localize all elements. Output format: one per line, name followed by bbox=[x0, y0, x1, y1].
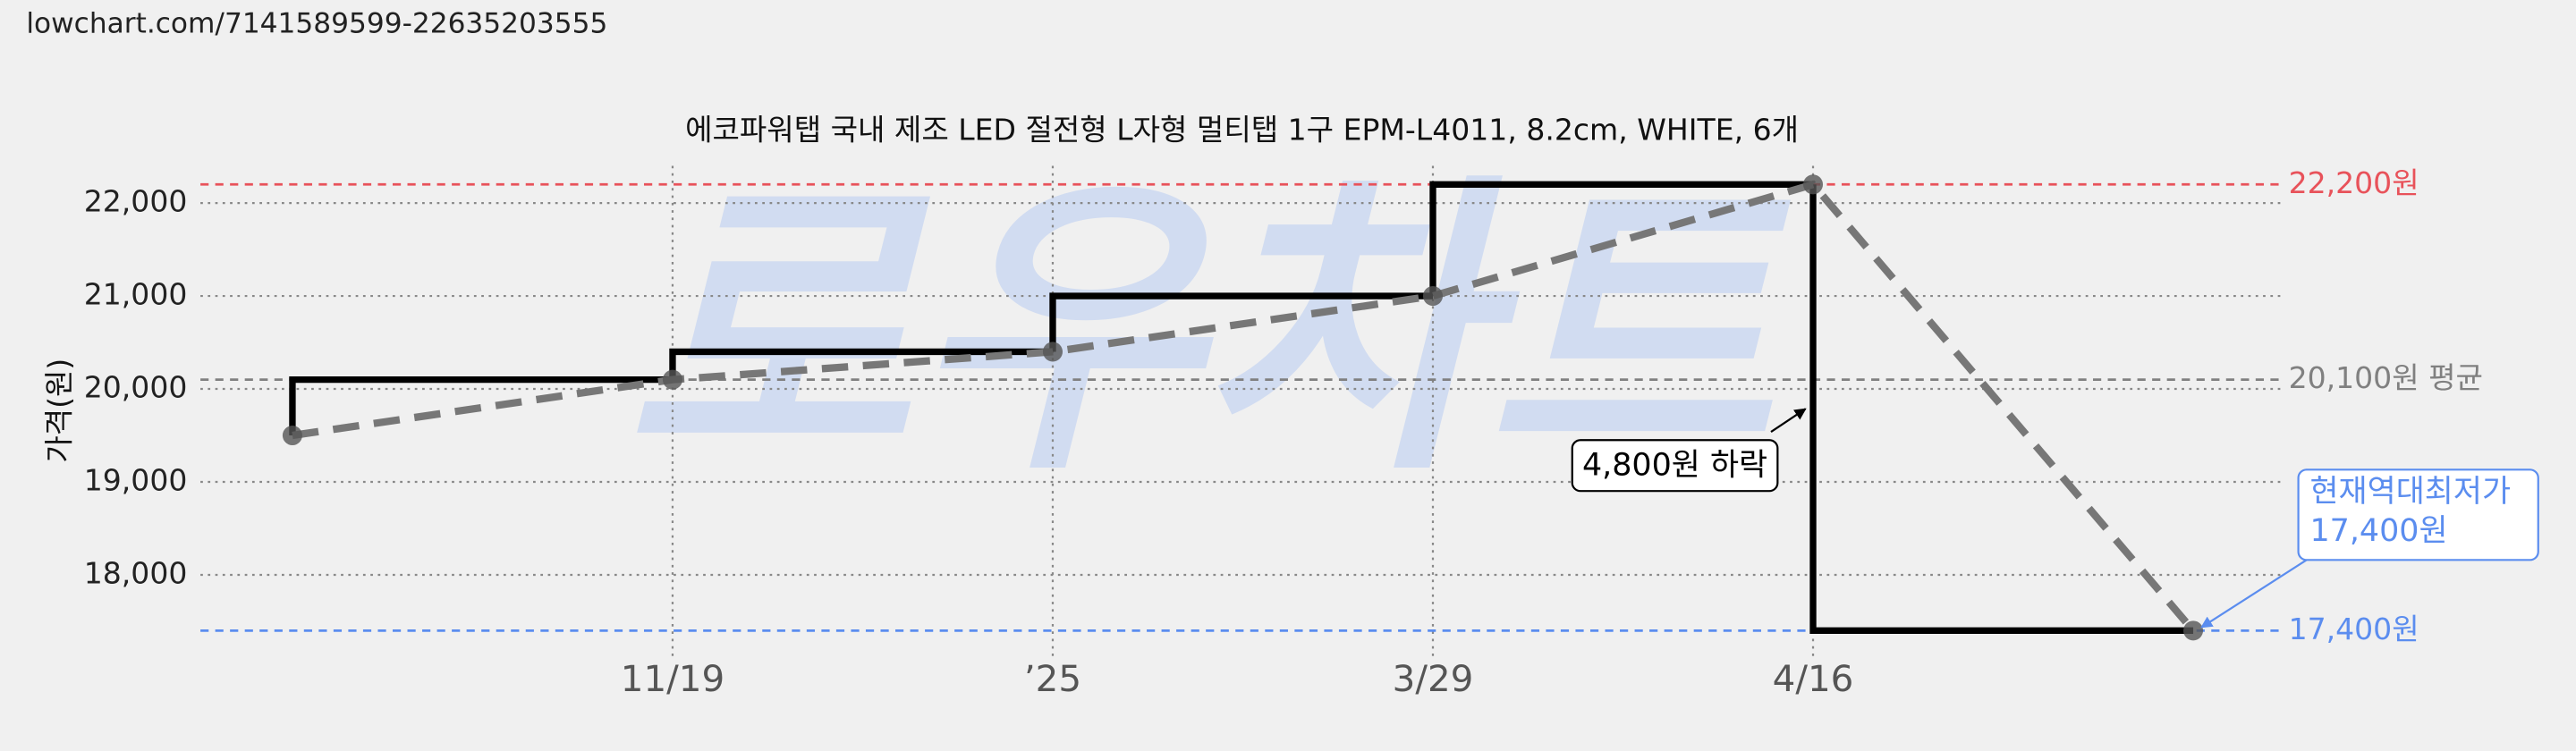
annotation-text: 4,800원 하락 bbox=[1582, 448, 1767, 484]
x-tick-label: 3/29 bbox=[1393, 657, 1474, 700]
step-segment bbox=[1049, 292, 1434, 352]
page-url: lowchart.com/7141589599-22635203555 bbox=[26, 8, 607, 40]
trend-line bbox=[292, 180, 2197, 634]
x-tick-label: 11/19 bbox=[621, 657, 724, 700]
y-tick-label: 21,000 bbox=[84, 277, 188, 312]
y-tick-label: 22,000 bbox=[84, 184, 188, 219]
y-tick-label: 20,000 bbox=[84, 370, 188, 405]
data-point bbox=[1803, 174, 1824, 195]
annotation-arrow bbox=[1770, 408, 1807, 433]
y-axis-label: 가격(원) bbox=[41, 359, 76, 463]
data-point bbox=[2183, 620, 2204, 641]
annotation-box bbox=[1571, 439, 1779, 493]
data-point bbox=[1042, 342, 1063, 362]
data-point bbox=[1422, 286, 1444, 307]
annotation-box bbox=[2297, 468, 2539, 561]
data-point bbox=[662, 369, 682, 390]
reference-label: 17,400원 bbox=[2289, 612, 2419, 646]
step-segment bbox=[1809, 184, 2194, 635]
step-segment bbox=[1429, 181, 1814, 297]
y-tick-label: 19,000 bbox=[84, 462, 188, 497]
reference-label: 20,100원 평균 bbox=[2289, 360, 2483, 395]
x-tick-label: 4/16 bbox=[1773, 657, 1854, 700]
chart-title: 에코파워탭 국내 제조 LED 절전형 L자형 멀티탭 1구 EPM-L4011… bbox=[685, 112, 1799, 147]
annotation-arrow bbox=[2200, 559, 2308, 629]
data-point bbox=[282, 425, 302, 446]
annotation-text: 현재역대최저가 bbox=[2309, 474, 2511, 510]
step-segment bbox=[289, 376, 673, 436]
y-tick-label: 18,000 bbox=[84, 555, 188, 590]
reference-label: 22,200원 bbox=[2289, 165, 2419, 200]
annotation-text: 17,400원 bbox=[2309, 513, 2447, 549]
x-tick-label: ’25 bbox=[1024, 657, 1081, 700]
